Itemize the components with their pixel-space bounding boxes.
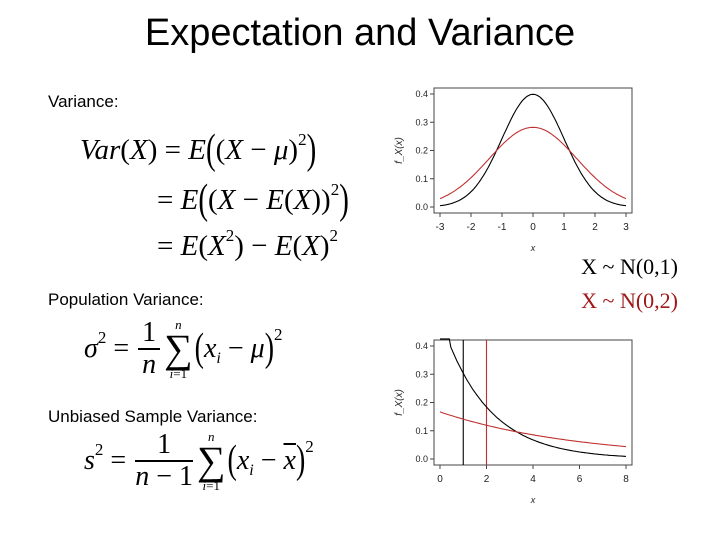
y-tick-label: 0.3 bbox=[415, 117, 428, 127]
y-axis-label: f_X(x) bbox=[394, 389, 405, 416]
population-variance-label: Population Variance: bbox=[48, 290, 204, 309]
slide-title: Expectation and Variance bbox=[144, 12, 576, 54]
variance-equation-line-3: = E(X2) − E(X)2 bbox=[157, 226, 339, 262]
x-tick-label: 1 bbox=[561, 222, 567, 233]
x-tick-label: 0 bbox=[530, 222, 536, 233]
series-line bbox=[440, 338, 627, 457]
y-tick-label: 0.4 bbox=[415, 89, 428, 99]
x-tick-label: -2 bbox=[467, 222, 476, 233]
y-tick-label: 0.2 bbox=[415, 398, 428, 408]
population-variance-equation: σ2 = 1 n n ∑ i=1 (xi − μ)2 bbox=[84, 317, 283, 381]
y-tick-label: 0.1 bbox=[415, 174, 428, 184]
variance-equation-line-1: Var(X) = E((X − μ)2) bbox=[80, 126, 317, 173]
x-axis-label: x bbox=[530, 243, 536, 253]
y-tick-label: 0.2 bbox=[415, 146, 428, 156]
x-tick-label: 6 bbox=[577, 474, 583, 485]
x-tick-label: 8 bbox=[623, 474, 629, 485]
x-tick-label: 3 bbox=[623, 222, 629, 233]
legend-normal-0-2: X ~ N(0,2) bbox=[581, 288, 678, 313]
plot-frame bbox=[433, 87, 633, 214]
x-tick-label: 2 bbox=[592, 222, 598, 233]
series-line bbox=[439, 126, 627, 200]
x-tick-label: -3 bbox=[436, 222, 445, 233]
x-tick-label: 0 bbox=[437, 474, 443, 485]
x-tick-label: -1 bbox=[498, 222, 507, 233]
exponential-pdf-chart: 0.0 0.1 0.2 0.3 0.4 0 2 4 6 8 x f_X(x) bbox=[394, 338, 633, 505]
y-tick-label: 0.4 bbox=[415, 341, 428, 351]
series-line bbox=[439, 411, 627, 448]
y-tick-label: 0.1 bbox=[415, 426, 428, 436]
variance-equation-line-2: = E((X − E(X))2) bbox=[157, 176, 349, 223]
series-line bbox=[439, 93, 627, 207]
variance-label: Variance: bbox=[48, 92, 119, 111]
unbiased-sample-variance-label: Unbiased Sample Variance: bbox=[48, 407, 258, 426]
x-tick-label: 2 bbox=[484, 474, 490, 485]
y-tick-label: 0.0 bbox=[415, 454, 428, 464]
x-axis-label: x bbox=[530, 495, 536, 505]
normal-pdf-chart: 0.0 0.1 0.2 0.3 0.4 -3 -2 -1 0 1 2 3 x f_X(x) bbox=[394, 87, 633, 253]
legend-normal-0-1: X ~ N(0,1) bbox=[581, 254, 678, 279]
x-tick-label: 4 bbox=[530, 474, 536, 485]
y-axis-label: f_X(x) bbox=[394, 137, 405, 164]
y-tick-label: 0.0 bbox=[415, 202, 428, 212]
y-tick-label: 0.3 bbox=[415, 369, 428, 379]
